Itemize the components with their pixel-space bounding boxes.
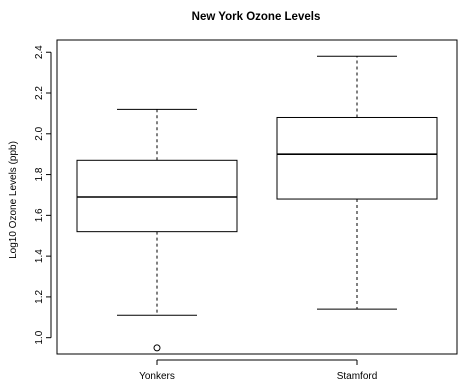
y-axis: 1.0 1.2 1.4 1.6 1.8 2.0 2.2 2.4 xyxy=(34,45,52,345)
y-tick-label: 2.0 xyxy=(34,126,45,140)
y-tick-label: 1.6 xyxy=(34,208,45,222)
y-tick-label: 1.2 xyxy=(34,290,45,304)
plot-frame xyxy=(56,39,458,355)
y-axis-label: Log10 Ozone Levels (ppb) xyxy=(8,141,19,259)
iqr-box xyxy=(76,159,238,233)
y-tick-label: 1.8 xyxy=(34,167,45,181)
outlier-point xyxy=(153,344,161,352)
x-tick-label: Stamford xyxy=(337,371,378,382)
y-tick-label: 1.0 xyxy=(34,330,45,344)
y-tick-label: 2.4 xyxy=(34,45,45,59)
y-tick-label: 2.2 xyxy=(34,86,45,100)
iqr-box xyxy=(276,116,438,200)
chart-title: New York Ozone Levels xyxy=(192,11,321,23)
box-yonkers xyxy=(76,108,238,352)
x-axis: Yonkers Stamford xyxy=(139,359,378,382)
box-series xyxy=(76,55,438,352)
x-tick-label: Yonkers xyxy=(139,371,175,382)
box-stamford xyxy=(276,55,438,310)
y-tick-label: 1.4 xyxy=(34,249,45,263)
